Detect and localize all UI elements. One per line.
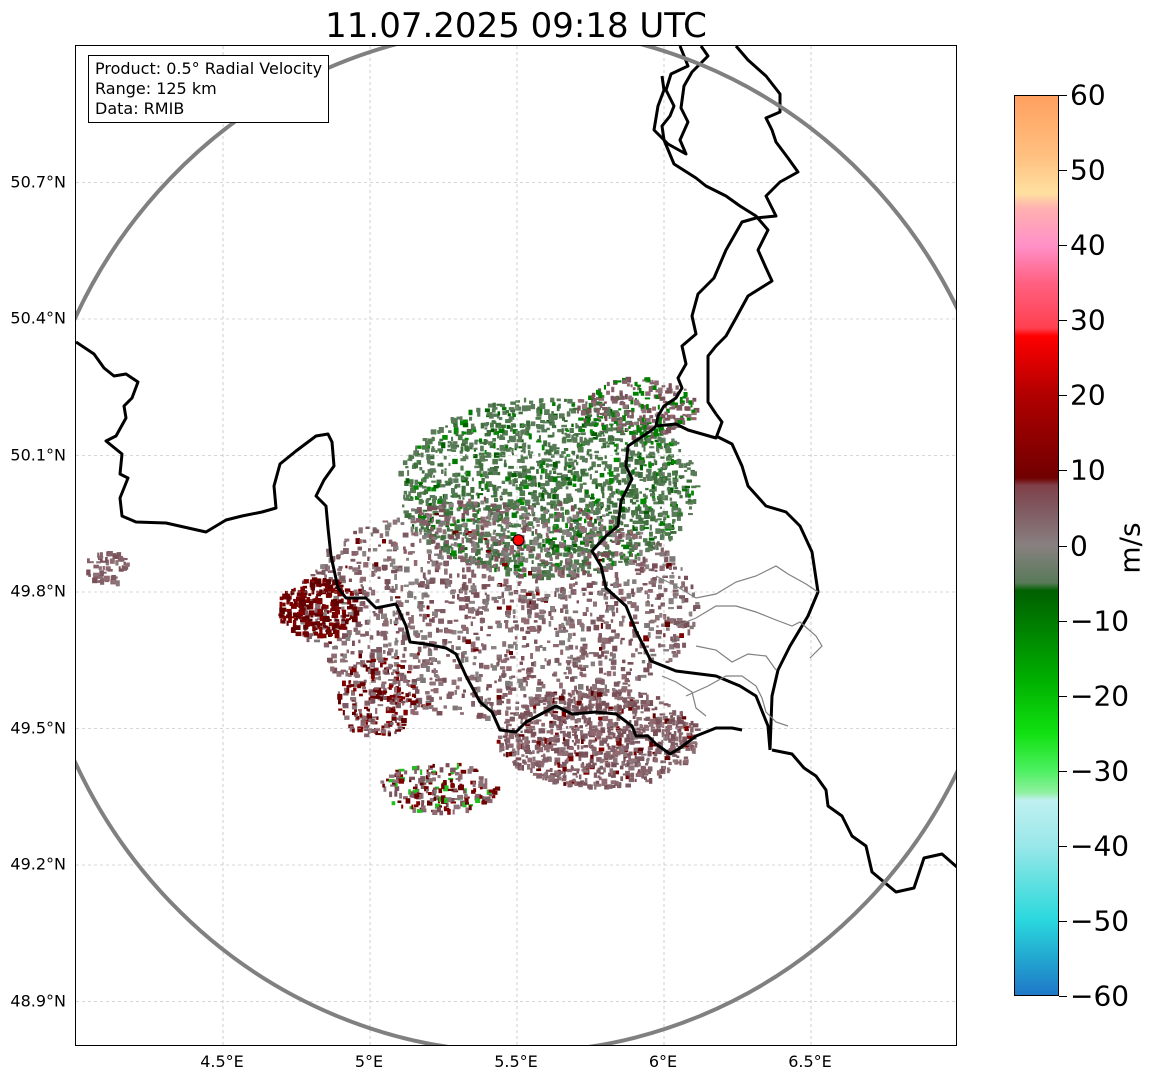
- colorbar-tick-label: −10: [1070, 604, 1130, 638]
- colorbar-tick-mark: [1059, 470, 1067, 472]
- latitude-tick-label: 50.1°N: [10, 445, 66, 464]
- radar-echoes: [86, 376, 701, 816]
- colorbar-tick-mark: [1059, 170, 1067, 172]
- range-ring-circle: [76, 46, 956, 1045]
- radar-map[interactable]: [75, 45, 957, 1046]
- longitude-tick-label: 6.5°E: [788, 1052, 832, 1071]
- colorbar-tick-label: 20: [1070, 378, 1106, 412]
- border-germany-luxembourg-france: [654, 46, 800, 427]
- colorbar-tick-label: 0: [1070, 529, 1088, 562]
- colorbar-tick-mark: [1059, 845, 1067, 847]
- info-source: Data: RMIB: [95, 99, 185, 118]
- info-product: Product: 0.5° Radial Velocity: [95, 59, 323, 78]
- radar-site-marker: [512, 534, 525, 547]
- colorbar-tick-mark: [1059, 395, 1067, 397]
- colorbar-unit: m/s: [1113, 522, 1147, 574]
- colorbar-tick-mark: [1059, 95, 1067, 96]
- longitude-tick-label: 5.5°E: [494, 1052, 538, 1071]
- longitude-tick-label: 6°E: [648, 1052, 678, 1071]
- colorbar-tick-label: −20: [1070, 679, 1130, 713]
- colorbar-tick-label: −60: [1070, 979, 1130, 1013]
- colorbar-tick-mark: [1059, 695, 1067, 697]
- latitude-tick-label: 49.5°N: [10, 718, 66, 737]
- colorbar-tick-label: 10: [1070, 453, 1106, 487]
- colorbar-tick-mark: [1059, 320, 1067, 322]
- latitude-tick-label: 48.9°N: [10, 991, 66, 1010]
- border-belgium-france: [76, 340, 743, 756]
- colorbar-tick-mark: [1059, 996, 1067, 997]
- longitude-tick-label: 4.5°E: [200, 1052, 244, 1071]
- latitude-tick-label: 49.2°N: [10, 854, 66, 874]
- colorbar-tick-label: −40: [1070, 829, 1130, 863]
- latitude-tick-label: 50.7°N: [10, 172, 66, 191]
- radar-map-canvas: [76, 46, 956, 1045]
- map-gridlines: [76, 46, 956, 1045]
- radar-site-dot: [512, 534, 525, 547]
- border-germany-france: [771, 748, 956, 894]
- country-borders: [76, 46, 956, 894]
- colorbar-tick-mark: [1059, 545, 1067, 547]
- colorbar-tick-mark: [1059, 245, 1067, 247]
- colorbar-tick-label: −30: [1070, 754, 1130, 788]
- info-range: Range: 125 km: [95, 79, 217, 98]
- colorbar-tick-label: −50: [1070, 904, 1130, 938]
- region-borders: [655, 565, 823, 727]
- colorbar-tick-label: 50: [1070, 153, 1106, 187]
- product-info-box: Product: 0.5° Radial Velocity Range: 125…: [88, 55, 330, 123]
- range-ring: [76, 46, 956, 1045]
- colorbar-tick-label: 40: [1070, 228, 1106, 262]
- colorbar-tick-mark: [1059, 770, 1067, 772]
- colorbar-tick-label: 60: [1070, 78, 1106, 112]
- colorbar-tick-mark: [1059, 620, 1067, 622]
- border-luxembourg: [590, 413, 772, 751]
- longitude-tick-label: 5°E: [354, 1052, 384, 1071]
- border-belgium-germany: [652, 46, 774, 415]
- latitude-tick-label: 49.8°N: [10, 581, 66, 601]
- border-lux-east: [715, 434, 820, 751]
- latitude-tick-label: 50.4°N: [10, 308, 66, 328]
- velocity-colorbar: [1014, 95, 1059, 996]
- colorbar-tick-label: 30: [1070, 303, 1106, 337]
- map-title: 11.07.2025 09:18 UTC: [325, 6, 707, 46]
- colorbar-tick-mark: [1059, 920, 1067, 922]
